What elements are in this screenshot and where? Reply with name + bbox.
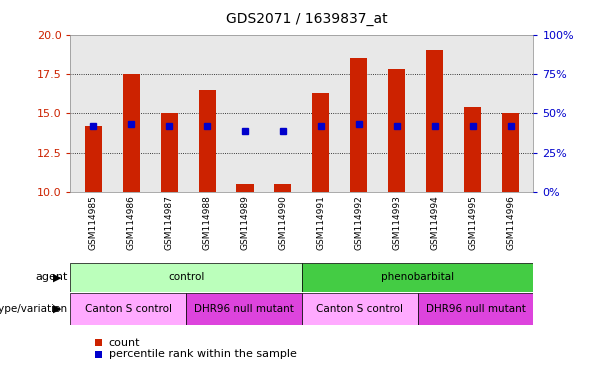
Bar (302, 293, 417, 325)
Bar (70, 263, 302, 292)
Text: phenobarbital: phenobarbital (381, 272, 454, 283)
Text: ▶: ▶ (53, 304, 61, 314)
Text: DHR96 null mutant: DHR96 null mutant (194, 304, 294, 314)
Text: GDS2071 / 1639837_at: GDS2071 / 1639837_at (226, 12, 387, 25)
Bar (426, 50, 443, 192)
Text: agent: agent (35, 272, 67, 283)
Bar (464, 107, 481, 192)
Text: DHR96 null mutant: DHR96 null mutant (425, 304, 525, 314)
Text: count: count (109, 338, 140, 348)
Bar (275, 184, 291, 192)
Text: genotype/variation: genotype/variation (0, 304, 67, 314)
Text: percentile rank within the sample: percentile rank within the sample (109, 349, 296, 359)
Bar (302, 263, 533, 292)
Text: ▶: ▶ (53, 272, 61, 283)
Bar (70, 293, 186, 325)
Text: Canton S control: Canton S control (85, 304, 172, 314)
Bar (161, 113, 178, 192)
Bar (237, 184, 254, 192)
Bar (85, 126, 102, 192)
Bar (388, 69, 405, 192)
Bar (123, 74, 140, 192)
Bar (417, 293, 533, 325)
Bar (502, 113, 519, 192)
Text: Canton S control: Canton S control (316, 304, 403, 314)
Text: control: control (168, 272, 204, 283)
Bar (350, 58, 367, 192)
Bar (199, 90, 216, 192)
Bar (313, 93, 329, 192)
Bar (186, 293, 302, 325)
